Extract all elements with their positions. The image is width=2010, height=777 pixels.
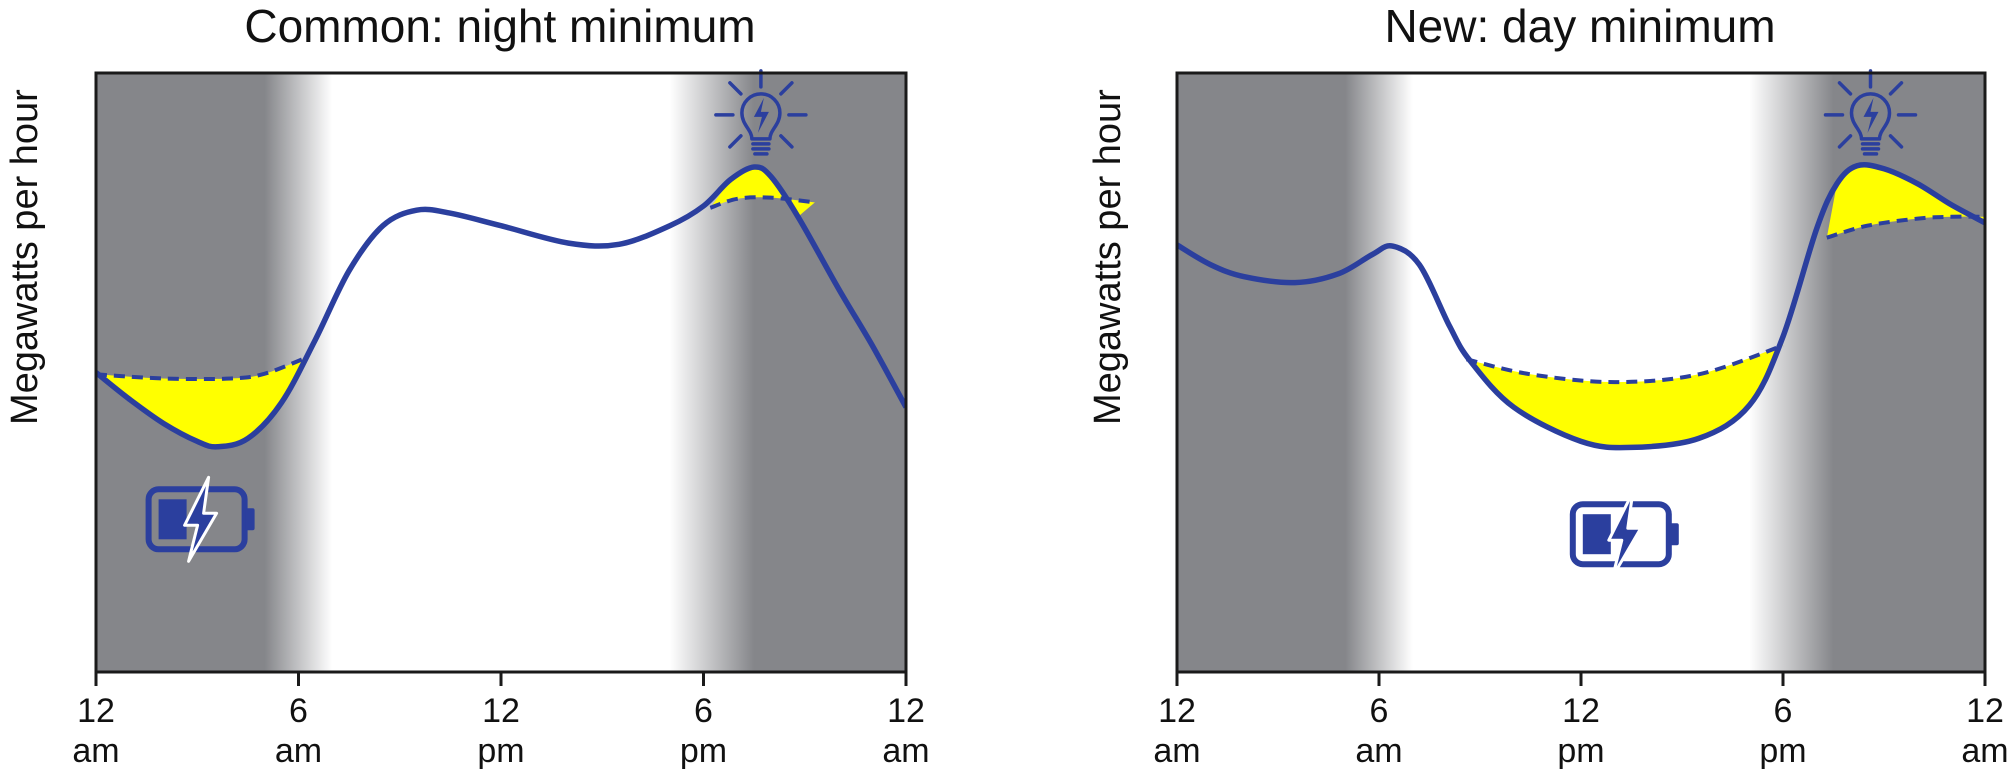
y-axis-label: Megawatts per hour	[4, 89, 46, 425]
shaded-area-1	[1466, 336, 1783, 448]
x-tick-label: am	[1355, 732, 1402, 770]
background-shading	[96, 73, 906, 672]
bolt-shape	[1607, 490, 1643, 578]
demand-line	[96, 164, 906, 450]
x-tick-label: pm	[477, 732, 524, 770]
light-ray	[1888, 81, 1904, 96]
bulb-outline	[740, 92, 782, 141]
light-ray	[779, 81, 794, 96]
x-tick-label: am	[882, 732, 929, 770]
light-ray	[728, 81, 743, 96]
x-tick-label: am	[72, 732, 119, 770]
light-ray	[728, 134, 743, 149]
light-ray	[779, 134, 794, 149]
x-tick-label: am	[1153, 732, 1200, 770]
shaded-area-2	[710, 166, 815, 217]
battery-icon	[145, 475, 255, 563]
chart-title: New: day minimum	[1384, 0, 1775, 52]
bolt-shape	[753, 97, 769, 133]
x-tick-label: pm	[1759, 732, 1806, 770]
baseline-dashed-line	[1466, 343, 1784, 385]
x-tick-label: am	[275, 732, 322, 770]
bolt-shape	[183, 475, 219, 563]
shaded-area-2	[1826, 164, 1985, 238]
x-tick-label: 12	[482, 692, 520, 730]
light-ray	[1837, 134, 1853, 149]
demand-line	[1177, 162, 1985, 451]
chart-title: Common: night minimum	[244, 0, 755, 52]
x-tick-label: 6	[289, 692, 308, 730]
baseline-dashed-line	[709, 195, 816, 210]
plot-content	[1177, 162, 1985, 451]
battery-charge	[158, 499, 187, 540]
bolt-shape	[1863, 97, 1879, 133]
light-ray	[1888, 134, 1904, 149]
battery-charge	[1582, 514, 1611, 555]
battery-terminal	[1669, 523, 1679, 546]
light-ray	[1837, 81, 1853, 96]
x-tick-label: 6	[694, 692, 713, 730]
x-tick-label: 12	[887, 692, 925, 730]
x-tick-label: 6	[1370, 692, 1389, 730]
shaded-area-1	[96, 358, 306, 447]
battery-terminal	[245, 508, 255, 531]
x-tick-label: 12	[1966, 692, 2004, 730]
x-tick-label: pm	[680, 732, 727, 770]
baseline-dashed-line	[1826, 214, 1985, 240]
plot-content	[96, 164, 906, 450]
x-tick-label: 12	[1158, 692, 1196, 730]
y-axis-label: Megawatts per hour	[1087, 89, 1129, 425]
chart-left: Common: night minimum Megawatts per hour…	[4, 0, 930, 770]
x-tick-label: 6	[1774, 692, 1793, 730]
baseline-dashed-line	[96, 356, 307, 382]
lightbulb-icon	[1823, 69, 1918, 156]
x-tick-label: 12	[77, 692, 115, 730]
chart-right: New: day minimum Megawatts per hour 12am…	[1087, 0, 2009, 770]
x-tick-label: pm	[1557, 732, 1604, 770]
x-tick-label: am	[1961, 732, 2008, 770]
x-tick-label: 12	[1562, 692, 1600, 730]
bulb-outline	[1849, 92, 1892, 141]
battery-icon	[1569, 490, 1679, 578]
